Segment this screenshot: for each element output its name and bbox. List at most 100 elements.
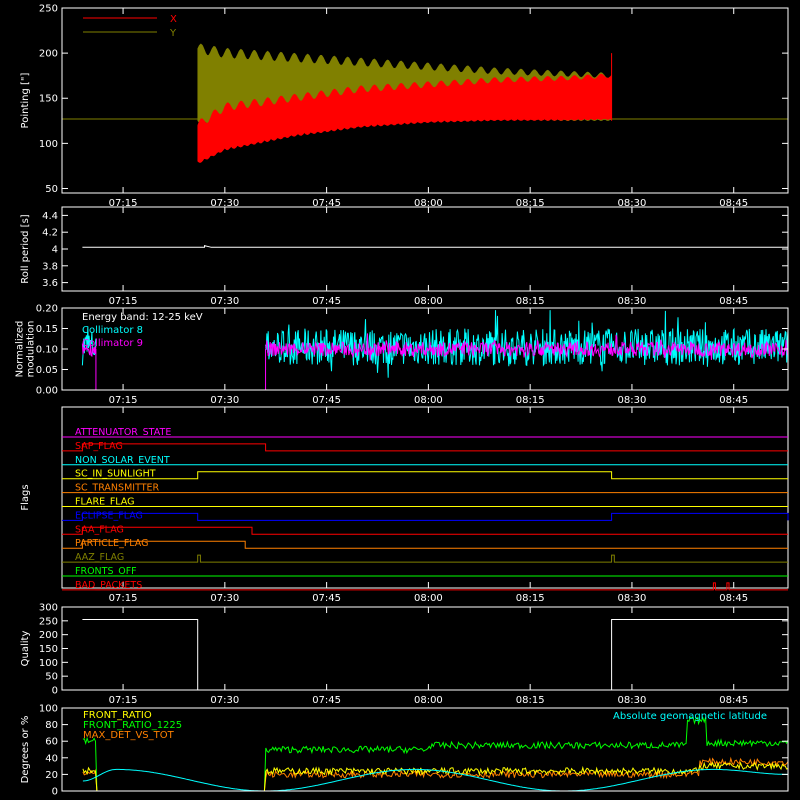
flag-line-bad-packets [62,582,788,591]
ratios-legend-label: FRONT_RATIO [83,710,152,721]
quality-ytick-label: 150 [39,644,58,655]
pointing-xtick-label: 08:30 [618,198,647,209]
flags-xtick-label: 07:30 [210,593,239,604]
flag-label-sc-transmitter: SC_TRANSMITTER [75,483,160,494]
roll-series-line [82,244,788,248]
modulation-ylabel: modulation [26,321,37,378]
quality-xtick-label: 07:30 [210,695,239,706]
pointing-xtick-label: 07:30 [210,198,239,209]
pointing-frame [61,7,789,194]
flag-line-particle-flag [62,540,788,549]
roll-xtick-label: 07:30 [210,296,239,307]
pointing-panel: XY [62,14,788,163]
ratios-legend-label: MAX_DET_VS_TOT [83,730,175,741]
flag-label-bad-packets: BAD_PACKETS [75,580,142,591]
ratios-ytick-label: 0 [52,787,58,798]
pointing-xtick-label: 07:15 [109,198,138,209]
modulation-ytick-label: 0.05 [36,365,58,376]
ratios-ytick-label: 100 [39,704,58,715]
modulation-ylabel: Normalized [15,321,26,378]
modulation-xtick-label: 08:00 [414,395,443,406]
pointing-legend-label: Y [169,28,177,39]
modulation-legend-label: Collimator 8 [82,325,143,336]
pointing-legend-label: X [170,14,177,25]
ratios-ylabel: Degrees or % [20,716,31,784]
flag-label-fronts-off: FRONTS_OFF [75,566,137,577]
roll-ytick-label: 4 [52,245,58,256]
modulation-xtick-label: 08:45 [719,395,748,406]
flag-label-aaz-flag: AAZ_FLAG [75,552,124,563]
quality-ytick-label: 50 [45,672,58,683]
pointing-ylabel: Pointing ["] [20,72,31,128]
ratios-ytick-label: 40 [45,753,58,764]
quality-xtick-label: 08:30 [618,695,647,706]
pointing-ytick-label: 50 [45,184,58,195]
flags-xtick-label: 08:30 [618,593,647,604]
flags-xtick-label: 08:00 [414,593,443,604]
quality-ytick-label: 100 [39,658,58,669]
quality-ytick-label: 250 [39,616,58,627]
ratios-latitude-label: Absolute geomagnetic latitude [613,711,767,722]
pointing-ytick-label: 100 [39,139,58,150]
modulation-xtick-label: 07:15 [109,395,138,406]
pointing-xtick-label: 08:45 [719,198,748,209]
flags-ylabel: Flags [20,484,31,510]
ratios-frame [61,707,789,792]
ratios-series-front-ratio [82,761,789,792]
modulation-series-collimator-8 [81,327,97,366]
modulation-xtick-label: 07:45 [312,395,341,406]
quality-xtick-label: 07:15 [109,695,138,706]
roll-ytick-label: 4.4 [42,211,58,222]
modulation-ytick-label: 0.00 [36,386,58,397]
flag-label-sc-in-sunlight: SC_IN_SUNLIGHT [75,469,156,480]
roll-ytick-label: 3.8 [42,261,58,272]
roll-xtick-label: 08:30 [618,296,647,307]
modulation-legend-label: Collimator 9 [82,338,143,349]
ratios-ytick-label: 60 [45,737,58,748]
flag-line-eclipse-flag [62,512,789,521]
roll-ytick-label: 3.6 [42,278,58,289]
ratios-series-absolute-geomagnetic-latitude [82,768,788,792]
modulation-ytick-label: 0.10 [36,345,58,356]
roll-ylabel: Roll period [s] [20,214,31,283]
flags-xtick-label: 07:15 [109,593,138,604]
modulation-xtick-label: 08:15 [516,395,545,406]
flag-label-eclipse-flag: ECLIPSE_FLAG [75,510,143,521]
pointing-xtick-label: 08:00 [414,198,443,209]
flag-line-sap-flag [62,443,788,452]
flag-line-sc-in-sunlight [62,471,788,480]
quality-series-line [82,619,788,691]
pointing-xtick-label: 08:15 [516,198,545,209]
roll-xtick-label: 07:45 [312,296,341,307]
quality-xtick-label: 08:15 [516,695,545,706]
flag-label-saa-flag: SAA_FLAG [75,524,124,535]
pointing-ytick-label: 250 [39,4,58,15]
modulation-series-collimator-9 [265,333,789,361]
quality-ytick-label: 200 [39,630,58,641]
roll-xtick-label: 08:15 [516,296,545,307]
modulation-series-collimator-9 [81,343,97,357]
roll-frame [61,206,789,292]
quality-xtick-label: 07:45 [312,695,341,706]
pointing-ytick-label: 200 [39,49,58,60]
quality-ylabel: Quality [20,631,31,667]
flag-label-sap-flag: SAP_FLAG [75,441,123,452]
roll-xtick-label: 07:15 [109,296,138,307]
flags-xtick-label: 08:45 [719,593,748,604]
flag-label-non-solar-event: NON_SOLAR_EVENT [75,455,170,466]
quality-ytick-label: 0 [52,686,58,697]
roll-xtick-label: 08:00 [414,296,443,307]
ratios-legend-label: FRONT_RATIO_1225 [83,720,182,731]
pointing-ytick-label: 150 [39,94,58,105]
roll-xtick-label: 08:45 [719,296,748,307]
modulation-ytick-label: 0.20 [36,304,58,315]
flags-xtick-label: 08:15 [516,593,545,604]
flag-line-aaz-flag [62,554,788,563]
ratios-series-max-det-vs-tot [82,756,789,792]
quality-xtick-label: 08:45 [719,695,748,706]
modulation-energy-band-label: Energy band: 12-25 keV [82,312,203,323]
modulation-xtick-label: 08:30 [618,395,647,406]
flag-label-attenuator-state: ATTENUATOR_STATE [75,427,171,438]
pointing-xtick-label: 07:45 [312,198,341,209]
